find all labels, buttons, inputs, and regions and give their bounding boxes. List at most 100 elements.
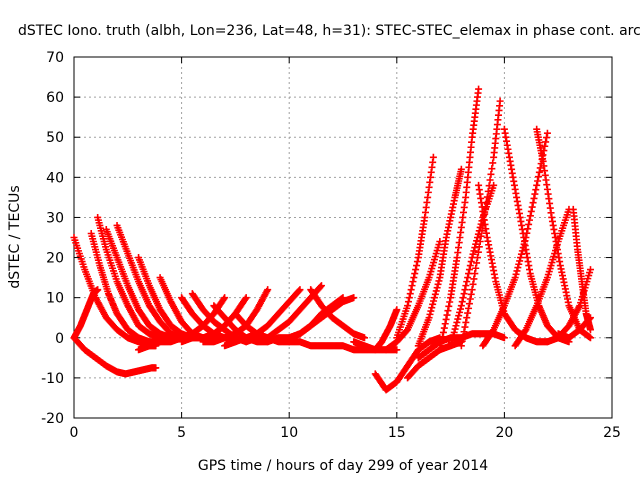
data-point [393,306,401,314]
data-point [471,270,479,278]
data-point [443,311,451,319]
data-point [433,284,441,292]
data-point [496,97,504,105]
x-tick-label: 5 [177,425,186,441]
data-point [474,254,481,262]
data-point [472,264,480,272]
data-point [524,225,532,233]
data-point [520,240,528,248]
data-point [442,315,450,323]
data-point [519,244,527,252]
x-tick-label: 15 [388,425,406,441]
data-point [486,176,494,184]
data-point [536,164,544,172]
data-point [429,153,437,161]
data-point [517,254,525,262]
data-point [466,262,474,270]
series-arc [475,181,551,346]
data-point [425,314,433,322]
data-point [450,328,458,336]
data-point [361,334,369,342]
data-point [542,138,550,146]
y-tick-label: 60 [46,90,64,106]
x-axis-label: GPS time / hours of day 299 of year 2014 [198,458,488,474]
data-point [445,302,453,310]
data-point [447,338,455,346]
data-point [447,342,455,350]
data-point [393,346,401,354]
series-arc [414,165,465,350]
data-point [469,250,477,258]
data-point [517,250,525,258]
data-point [430,297,438,305]
data-point [512,270,520,278]
x-tick-label: 20 [495,425,513,441]
data-point [436,346,444,354]
data-point [465,300,473,308]
data-point [457,302,465,310]
data-point [467,290,475,298]
data-point [296,286,304,294]
data-point [350,294,358,302]
series-arc [199,286,272,346]
data-point [432,287,440,295]
data-point [460,290,468,298]
data-point [463,314,471,322]
data-point [413,258,421,266]
chart-title: dSTEC Iono. truth (albh, Lon=236, Lat=48… [18,23,640,39]
data-point [586,315,594,323]
data-point [489,159,497,167]
y-tick-label: 10 [46,291,64,307]
data-point [513,267,521,275]
data-point [541,142,549,150]
y-axis-label: dSTEC / TECUs [7,185,23,288]
data-point [317,282,325,290]
series-arc [371,334,444,394]
data-point [458,337,466,345]
data-point [467,258,475,266]
series-arc [500,125,573,346]
data-point [515,260,523,268]
data-point [440,324,448,332]
data-point [469,280,477,288]
data-point [464,274,472,282]
data-point [457,342,465,350]
data-point [543,129,551,137]
data-point [409,278,417,286]
tick-labels: 0 5 10 15 20 25 -20 -10 0 10 20 30 40 50 60 70 [41,50,621,441]
data-point [483,193,491,201]
data-point [488,165,496,173]
data-point [448,335,456,343]
data-point [466,295,474,303]
data-point [431,290,439,298]
data-point [463,278,471,286]
data-point [221,294,229,302]
series-arc [70,334,160,378]
y-tick-label: 20 [46,251,64,267]
data-point [430,294,438,302]
y-tick-label: -10 [41,371,64,387]
series-arc [511,205,573,350]
data-point [526,212,534,220]
data-point [468,286,476,294]
data-point [459,294,467,302]
data-point [241,295,249,303]
data-point [408,282,416,290]
series-arc [554,314,594,342]
grid [74,57,612,418]
data-point [534,173,542,181]
data-point [465,270,473,278]
y-tick-label: 30 [46,210,64,226]
plot-frame [73,56,613,419]
data-point [475,85,483,93]
y-tick-label: 50 [46,130,64,146]
data-point [522,234,530,241]
data-point [152,364,160,372]
data-point [533,181,541,189]
x-tick-label: 0 [70,425,79,441]
x-tick-label: 25 [603,425,621,441]
series-arc [102,225,186,342]
series-arc [350,306,401,354]
data-point [526,216,534,224]
data-point [465,266,473,274]
